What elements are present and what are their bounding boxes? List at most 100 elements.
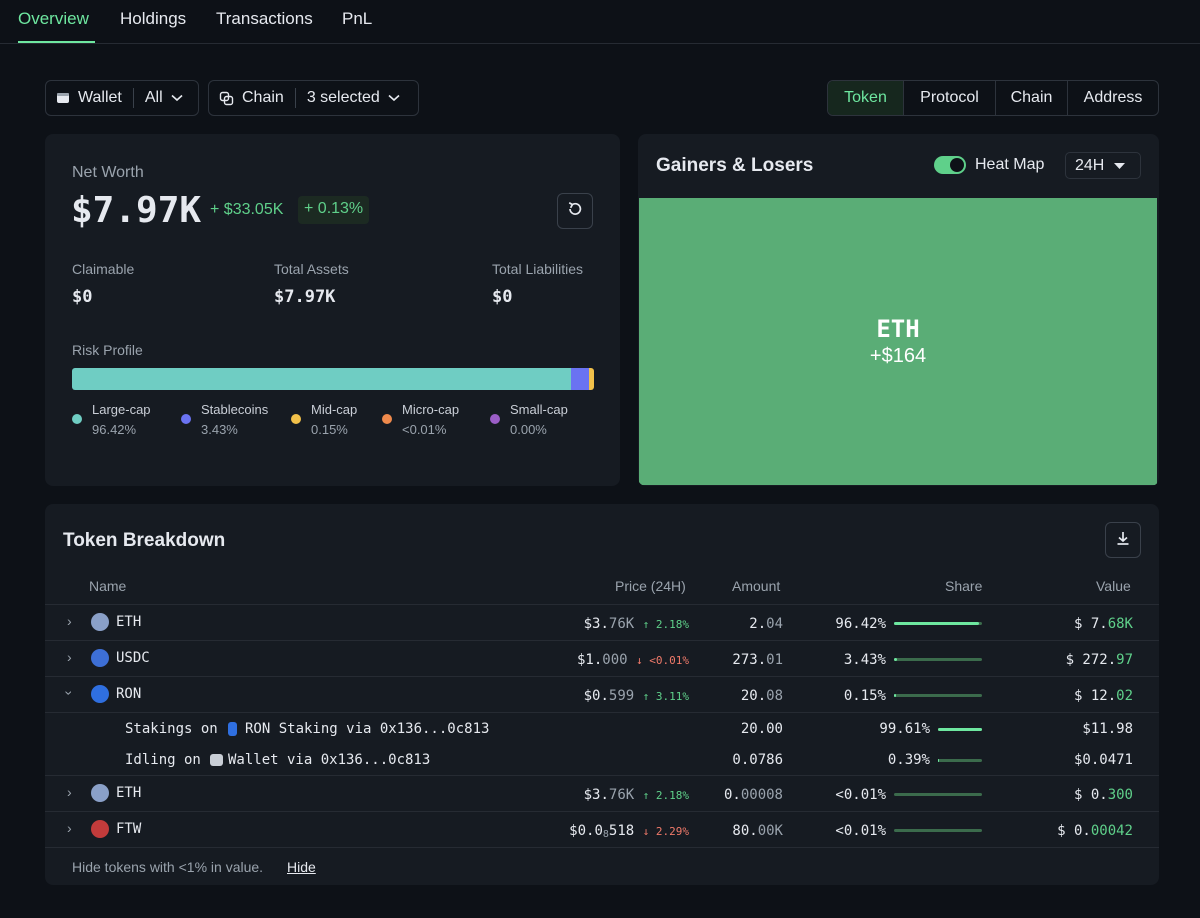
- wallet-filter-value: All: [144, 89, 163, 106]
- micro-cap-dot: [382, 414, 392, 424]
- table-row-ron[interactable]: › RON $0.599 ↑ 3.11% 20.08 0.15% $ 12.02: [45, 676, 1159, 712]
- risk-segment-mid-cap: [588, 368, 594, 390]
- share-bar-fill: [938, 728, 982, 731]
- position-value: $0.0471: [1073, 752, 1133, 768]
- position-share-bar: [938, 728, 982, 731]
- share-bar-fill: [894, 658, 898, 661]
- risk-profile-bar: [72, 368, 594, 390]
- token-price-zero-count: 8: [602, 829, 609, 840]
- token-value-decimals: 300: [1107, 787, 1133, 803]
- position-source: RON Staking via 0x136...0c813: [245, 721, 490, 737]
- hide-tokens-text: Hide tokens with <1% in value.: [72, 859, 264, 875]
- heatmap-tile-eth[interactable]: ETH +$164: [639, 198, 1157, 485]
- token-value: $ 0.: [1057, 823, 1091, 839]
- token-price-decimals: 599: [608, 688, 635, 704]
- view-protocol-button[interactable]: Protocol: [904, 81, 996, 115]
- wallet-icon: [56, 91, 70, 105]
- refresh-button[interactable]: [557, 193, 593, 229]
- hide-link[interactable]: Hide: [287, 859, 316, 875]
- usdc-token-icon: [91, 649, 109, 667]
- chevron-right-icon[interactable]: ›: [67, 613, 72, 629]
- total-assets-value: $7.97K: [274, 287, 336, 307]
- net-worth-value: $7.97K: [71, 190, 202, 231]
- token-amount-decimals: 01: [766, 652, 783, 668]
- share-bar: [894, 829, 982, 832]
- token-share: <0.01%: [835, 787, 886, 803]
- legend-label: Small-cap: [510, 402, 568, 417]
- token-value-decimals: 00042: [1090, 823, 1133, 839]
- position-share: 0.39%: [887, 752, 930, 768]
- tab-holdings[interactable]: Holdings: [120, 9, 187, 28]
- chevron-down-icon[interactable]: ›: [61, 690, 78, 696]
- position-row-idling: Idling on Wallet via 0x136...0c813 0.078…: [45, 745, 1159, 777]
- tab-overview[interactable]: Overview: [18, 9, 89, 28]
- mid-cap-dot: [291, 414, 301, 424]
- table-row-eth-2[interactable]: › ETH $3.76K ↑ 2.18% 0.00008 <0.01% $ 0.…: [45, 775, 1159, 811]
- large-cap-dot: [72, 414, 82, 424]
- heatmap-toggle[interactable]: [934, 156, 966, 174]
- period-dropdown[interactable]: 24H: [1065, 152, 1141, 179]
- position-amount: 20.00: [740, 721, 783, 737]
- legend-pct: 0.00%: [510, 422, 547, 437]
- view-address-button[interactable]: Address: [1083, 89, 1143, 106]
- total-liabilities-value: $0: [492, 287, 513, 307]
- position-type: Stakings on: [125, 721, 218, 737]
- tile-value: +$164: [869, 345, 927, 367]
- position-value: $11.98: [1082, 721, 1133, 737]
- token-value: $ 7.: [1073, 616, 1108, 632]
- download-button[interactable]: [1105, 522, 1141, 558]
- net-worth-change: + $33.05K: [210, 201, 284, 218]
- share-bar: [894, 694, 982, 697]
- heatmap-label: Heat Map: [975, 156, 1045, 173]
- tab-pnl[interactable]: PnL: [342, 9, 373, 28]
- chain-icon: [219, 91, 234, 106]
- header-price: Price (24H): [615, 578, 686, 594]
- table-row-eth[interactable]: › ETH $3.76K ↑ 2.18% 2.04 96.42% $ 7.68K: [45, 604, 1159, 640]
- price-change: ↓ <0.01%: [636, 654, 689, 667]
- price-change: ↑ 3.11%: [642, 690, 689, 703]
- divider: [294, 88, 296, 108]
- top-nav: Overview Holdings Transactions PnL: [0, 0, 1200, 44]
- active-tab-indicator: [18, 41, 95, 43]
- header-amount: Amount: [732, 578, 781, 594]
- token-value-decimals: 68K: [1107, 616, 1133, 632]
- risk-profile-label: Risk Profile: [72, 342, 143, 358]
- token-amount: 0.: [723, 787, 741, 803]
- header-value: Value: [1096, 578, 1131, 594]
- ron-token-icon: [91, 685, 109, 703]
- small-cap-dot: [490, 414, 500, 424]
- ftw-token-icon: [91, 820, 109, 838]
- net-worth-change-badge: + 0.13%: [298, 196, 370, 224]
- tab-transactions[interactable]: Transactions: [216, 9, 313, 28]
- token-symbol: USDC: [116, 650, 150, 666]
- table-row-ftw[interactable]: › FTW $0.08518 ↓ 2.29% 80.00K <0.01% $ 0…: [45, 811, 1159, 847]
- chain-filter-dropdown[interactable]: Chain 3 selected: [208, 80, 419, 116]
- download-icon: [1115, 530, 1131, 551]
- table-footer: Hide tokens with <1% in value. Hide: [45, 847, 1159, 885]
- position-source: Wallet via 0x136...0c813: [228, 752, 431, 768]
- share-bar: [894, 793, 982, 796]
- token-price: $0.: [583, 688, 609, 704]
- chevron-right-icon[interactable]: ›: [67, 784, 72, 800]
- token-value: $ 0.: [1073, 787, 1108, 803]
- view-token-button[interactable]: Token: [828, 81, 904, 115]
- position-share-bar: [938, 759, 982, 762]
- position-row-staking: Stakings on RON Staking via 0x136...0c81…: [45, 713, 1159, 745]
- token-price-decimals: 76K: [608, 616, 635, 632]
- position-type: Idling on: [125, 752, 201, 768]
- chevron-right-icon[interactable]: ›: [67, 649, 72, 665]
- legend-label: Micro-cap: [402, 402, 460, 417]
- total-assets-label: Total Assets: [274, 261, 349, 277]
- share-bar: [894, 622, 982, 625]
- chevron-right-icon[interactable]: ›: [67, 820, 72, 836]
- table-row-usdc[interactable]: › USDC $1.000 ↓ <0.01% 273.01 3.43% $ 27…: [45, 640, 1159, 676]
- token-symbol: RON: [116, 686, 142, 702]
- token-symbol: ETH: [116, 614, 142, 630]
- token-value: $ 272.: [1065, 652, 1117, 668]
- token-breakdown-title: Token Breakdown: [63, 530, 226, 551]
- wallet-filter-dropdown[interactable]: Wallet All: [45, 80, 199, 116]
- token-price-decimals: 518: [608, 823, 635, 839]
- view-chain-button[interactable]: Chain: [996, 81, 1068, 115]
- stablecoins-dot: [181, 414, 191, 424]
- total-liabilities-label: Total Liabilities: [492, 261, 584, 277]
